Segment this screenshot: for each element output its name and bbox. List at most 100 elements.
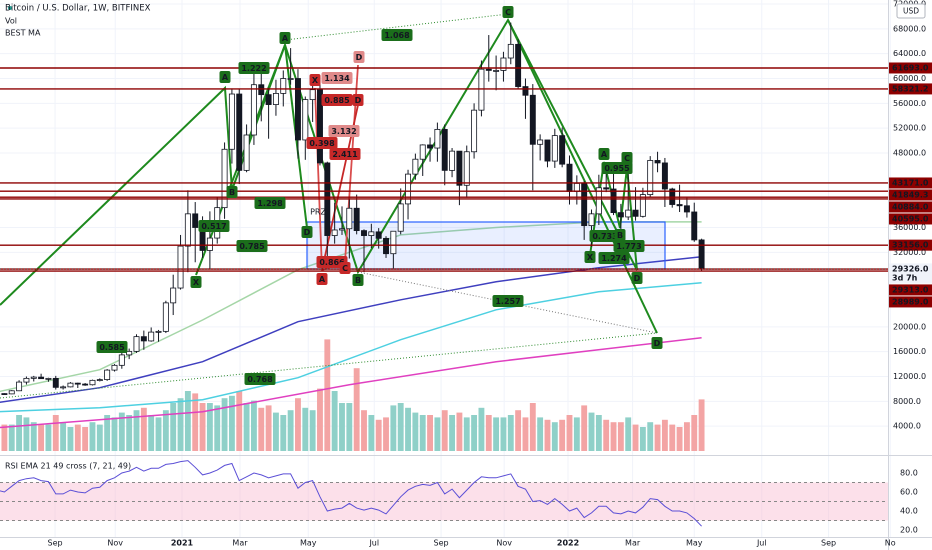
annotation-box xyxy=(614,229,626,241)
candle-body xyxy=(192,213,199,228)
y-tick-label: 12000.0 xyxy=(893,372,926,381)
candle-body xyxy=(603,187,610,190)
annotation-box xyxy=(306,137,338,149)
candle-body xyxy=(148,331,155,342)
candle-body xyxy=(485,68,492,71)
volume-bar xyxy=(309,410,316,451)
candle-body xyxy=(331,229,338,236)
annotation-box xyxy=(254,197,286,209)
volume-bar xyxy=(427,415,433,451)
annotation-box xyxy=(613,240,645,252)
volume-bar xyxy=(478,407,485,451)
level-label-box xyxy=(889,263,932,284)
rsi-tick-label: 20.0 xyxy=(900,526,918,535)
annotation-box xyxy=(309,74,321,86)
candle-body xyxy=(302,99,309,141)
volume-bar xyxy=(588,412,595,451)
volume-bar xyxy=(647,422,654,451)
volume-bar xyxy=(52,415,59,451)
volume-bar xyxy=(500,417,507,451)
volume-bar xyxy=(449,415,456,451)
candle-body xyxy=(632,209,639,217)
annotation: A xyxy=(282,34,289,43)
volume-bar xyxy=(38,424,45,451)
annotation: X xyxy=(312,76,319,85)
annotation: D xyxy=(355,96,362,105)
volume-bar xyxy=(383,417,389,451)
volume-bar xyxy=(691,415,698,451)
volume-bar xyxy=(471,415,478,451)
annotation: 1.222 xyxy=(241,64,266,73)
annotation-box xyxy=(492,295,524,307)
candle-body xyxy=(529,94,536,145)
volume-bar xyxy=(522,417,529,451)
volume-bar xyxy=(669,424,676,451)
annotation: 0.768 xyxy=(247,375,273,384)
volume-bar xyxy=(89,422,96,451)
candle-body xyxy=(434,129,441,149)
annotation-box xyxy=(352,94,364,106)
candle-body xyxy=(522,86,529,96)
annotation: 0.955 xyxy=(604,164,630,173)
volume-bar xyxy=(676,427,683,451)
volume-bar xyxy=(302,407,309,451)
candle-body xyxy=(353,207,360,232)
annotation-box xyxy=(238,62,270,74)
x-tick-label: Mar xyxy=(232,539,248,548)
candle-body xyxy=(617,212,624,218)
volume-bar xyxy=(434,417,441,451)
annotation: 1.298 xyxy=(257,199,283,208)
level-label-box xyxy=(889,189,932,201)
dotted-line xyxy=(0,332,658,399)
volume-bar xyxy=(551,422,558,451)
candle-body xyxy=(551,135,558,162)
candle-body xyxy=(67,382,74,388)
currency-box[interactable] xyxy=(896,3,926,19)
candle-body xyxy=(221,148,228,209)
x-tick-label: Mar xyxy=(625,539,641,548)
level-label-box xyxy=(889,213,932,225)
volume-bar xyxy=(661,419,668,451)
level-label-box xyxy=(889,62,932,74)
volume-bar xyxy=(617,422,624,451)
volume-bar xyxy=(397,403,404,451)
candle-body xyxy=(588,213,595,227)
zone-label: PRZ xyxy=(310,208,326,217)
candle-body xyxy=(493,70,500,72)
candle-body xyxy=(500,57,507,71)
annotation-box xyxy=(631,272,643,284)
annotation: X xyxy=(193,278,200,287)
annotation-box xyxy=(328,125,360,137)
annotation: 0.885 xyxy=(324,96,350,105)
candle-body xyxy=(537,139,544,145)
annotation-box xyxy=(352,274,364,286)
volume-bar xyxy=(331,391,338,451)
volume-bar xyxy=(485,415,492,451)
volume-bar xyxy=(126,415,133,451)
candle-body xyxy=(52,377,59,388)
candle-body xyxy=(507,43,514,59)
annotation: 2.411 xyxy=(332,150,358,159)
annotation: 1.134 xyxy=(324,74,350,83)
candle-body xyxy=(104,369,111,381)
level-label-box xyxy=(889,296,932,308)
volume-bar xyxy=(258,407,265,451)
volume-bar xyxy=(456,412,463,451)
y-tick-label: 68000.0 xyxy=(893,24,926,33)
candle-body xyxy=(38,376,45,380)
candle-body xyxy=(184,213,191,247)
candle-body xyxy=(463,151,470,186)
candle-body xyxy=(206,237,213,251)
annotation-box xyxy=(651,337,663,349)
candle-body xyxy=(383,237,389,255)
candle-body xyxy=(581,183,588,227)
volume-bar xyxy=(375,419,382,451)
annotation: B xyxy=(355,276,361,285)
annotation: 0.398 xyxy=(309,139,335,148)
x-tick-label: Nov xyxy=(496,539,512,548)
annotation-box xyxy=(502,6,514,18)
volume-bar xyxy=(243,403,250,451)
volume-bar xyxy=(639,427,646,451)
volume-bar xyxy=(221,398,228,451)
